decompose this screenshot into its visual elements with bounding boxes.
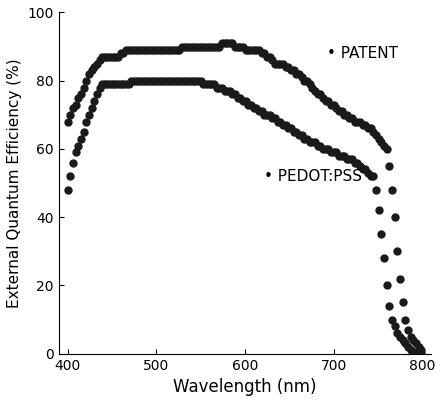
PEDOT:PSS: [84, 119, 89, 124]
PATENT: [84, 78, 89, 83]
Text: • PATENT: • PATENT: [327, 46, 398, 61]
PEDOT:PSS: [155, 78, 161, 83]
Line: PEDOT:PSS: PEDOT:PSS: [64, 77, 425, 357]
PATENT: [65, 119, 70, 124]
Line: PATENT: PATENT: [64, 39, 425, 354]
Text: • PEDOT:PSS: • PEDOT:PSS: [264, 169, 361, 184]
PEDOT:PSS: [419, 351, 424, 356]
PEDOT:PSS: [145, 78, 150, 83]
Y-axis label: External Quantum Efficiency (%): External Quantum Efficiency (%): [7, 58, 22, 308]
PATENT: [400, 300, 405, 305]
PEDOT:PSS: [129, 78, 134, 83]
PATENT: [153, 48, 158, 52]
PEDOT:PSS: [203, 82, 209, 87]
PATENT: [219, 41, 225, 46]
PEDOT:PSS: [397, 334, 403, 339]
X-axis label: Wavelength (nm): Wavelength (nm): [173, 378, 317, 396]
PATENT: [201, 44, 206, 49]
PATENT: [419, 348, 424, 353]
PATENT: [397, 276, 403, 281]
PEDOT:PSS: [65, 187, 70, 192]
PEDOT:PSS: [400, 338, 405, 343]
PATENT: [142, 48, 148, 52]
PEDOT:PSS: [416, 351, 421, 356]
